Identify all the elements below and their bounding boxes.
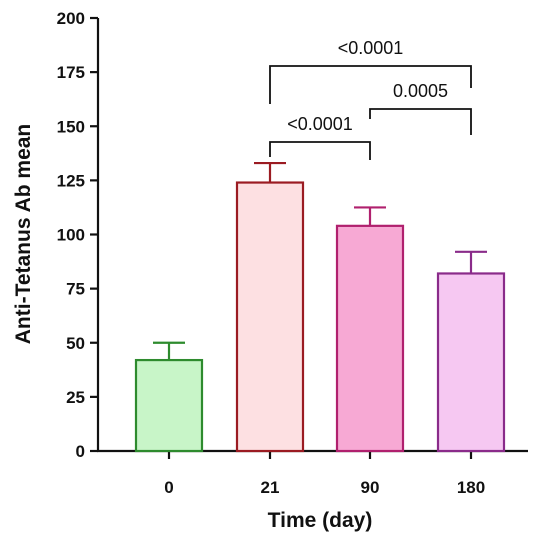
y-tick-label: 50: [66, 334, 85, 353]
p-value-label: <0.0001: [287, 114, 353, 134]
significance-bracket: [269, 141, 371, 160]
y-tick-label: 150: [57, 117, 85, 136]
p-value-label: 0.0005: [393, 81, 448, 101]
y-tick-label: 200: [57, 9, 85, 28]
bar-day-0: [134, 358, 204, 453]
y-tick-label: 175: [57, 63, 85, 82]
x-tick-label: 0: [164, 478, 173, 497]
y-tick-label: 25: [66, 388, 85, 407]
p-value-label: <0.0001: [338, 38, 404, 58]
x-tick-label: 21: [261, 478, 280, 497]
y-tick-label: 75: [66, 280, 85, 299]
bars: [134, 181, 506, 453]
x-tick-label: 180: [457, 478, 485, 497]
y-tick-label: 0: [76, 442, 85, 461]
bar-day-90: [335, 224, 405, 453]
significance-brackets: <0.0001 <0.0001 0.0005: [269, 38, 472, 160]
error-bars: [153, 161, 487, 361]
significance-bracket: [369, 108, 472, 135]
y-tick-label: 100: [57, 226, 85, 245]
bar-day-180: [436, 272, 506, 453]
significance-bracket: [269, 65, 472, 104]
y-tick-label: 125: [57, 171, 85, 190]
x-tick-label: 90: [361, 478, 380, 497]
y-axis: 0 25 50 75 100 125 150 175 200: [57, 9, 100, 461]
bar-day-21: [235, 181, 305, 453]
x-axis: 0 21 90 180: [97, 449, 528, 497]
x-axis-title: Time (day): [268, 509, 373, 532]
y-axis-title: Anti-Tetanus Ab mean: [12, 124, 35, 345]
